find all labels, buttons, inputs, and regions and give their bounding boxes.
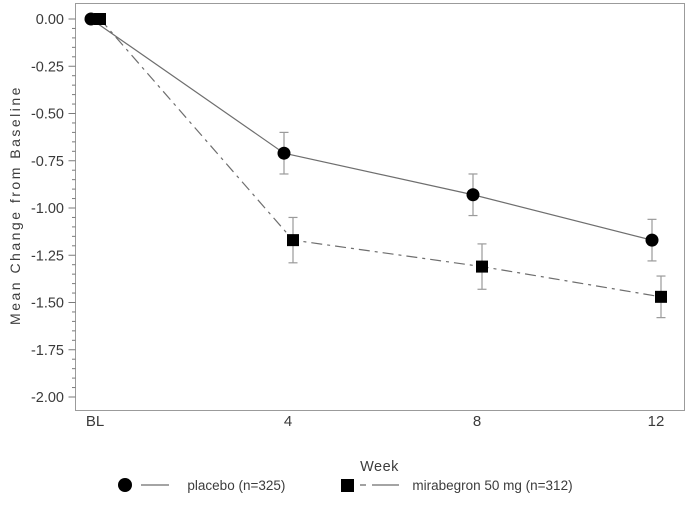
plot-border — [75, 3, 685, 411]
circle-solid-line-icon — [118, 478, 170, 492]
legend: placebo (n=325) mirabegron 50 mg (n=312) — [0, 476, 689, 494]
mirabegron-50mg-marker — [476, 260, 488, 273]
legend-item-placebo: placebo (n=325) — [116, 476, 285, 494]
legend-label-mirabegron: mirabegron 50 mg (n=312) — [412, 477, 573, 493]
legend-item-mirabegron: mirabegron 50 mg (n=312) — [339, 476, 573, 494]
y-axis-tick-label: -0.75 — [31, 154, 64, 170]
placebo-marker — [645, 233, 659, 247]
y-axis-tick-label: -2.00 — [31, 390, 64, 406]
y-axis-tick-label: -1.50 — [31, 296, 64, 312]
placebo-marker — [466, 188, 480, 202]
placebo-marker — [277, 146, 291, 160]
y-axis-tick-label: -1.25 — [31, 248, 64, 264]
legend-label-placebo: placebo (n=325) — [187, 477, 286, 493]
x-axis-tick-label: 12 — [648, 413, 665, 430]
y-axis-tick-label: -0.25 — [31, 59, 64, 75]
x-axis-tick-label: 4 — [284, 413, 292, 430]
placebo-line — [90, 18, 653, 241]
mirabegron-50mg-line — [99, 18, 662, 298]
y-axis-tick-label: -1.00 — [31, 201, 64, 217]
x-axis-tick-label: 8 — [473, 413, 481, 430]
y-axis-tick-label: -1.75 — [31, 343, 64, 359]
y-axis-tick-label: -0.50 — [31, 107, 64, 123]
mirabegron-50mg-marker — [287, 234, 299, 247]
mirabegron-50mg-marker — [655, 290, 667, 303]
mirabegron-50mg-marker — [94, 13, 106, 25]
x-axis-tick-label: BL — [86, 413, 104, 430]
x-axis-title: Week — [360, 459, 399, 475]
y-axis-tick-label: 0.00 — [36, 12, 64, 28]
square-dash-dot-line-icon — [341, 479, 400, 492]
